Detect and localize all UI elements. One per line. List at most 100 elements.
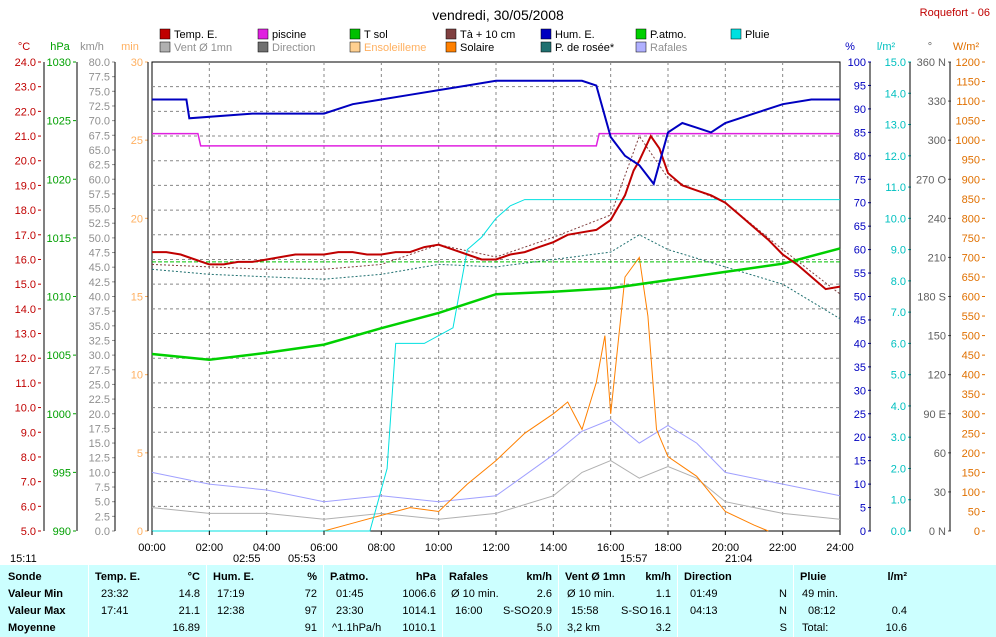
x-tick-label: 02:00 [196, 542, 224, 554]
cell: 20.9 [530, 605, 552, 617]
cell: S-SO [621, 605, 648, 617]
axis-tick-label: 10 [854, 479, 866, 491]
col-title: P.atmo. [330, 571, 369, 583]
axis-tick-label: 47.5 [89, 248, 110, 260]
axis-tick-label: 23.0 [15, 82, 36, 94]
axis-tick-label: 950 [962, 155, 980, 167]
axis-tick-label: 30.0 [89, 350, 110, 362]
axis-tick-label: 17.0 [15, 230, 36, 242]
axis-tick-label: 45.0 [89, 262, 110, 274]
axis-tick-label: 25.0 [89, 379, 110, 391]
axis-tick-label: 60 [934, 448, 946, 460]
axis-tick-label: 120 [928, 370, 946, 382]
legend-label: Solaire [460, 42, 494, 54]
legend-label: P.atmo. [650, 29, 687, 41]
legend: Temp. E. piscine T sol Tà + 10 cm Hum. E. P.a… [159, 28, 769, 54]
axis-tick-label: 1200 [956, 57, 980, 69]
axis-tick-label: 1015 [47, 233, 71, 245]
axis-tick-label: 1000 [956, 135, 980, 147]
axis-tick-label: 700 [962, 252, 980, 264]
cell: 1014.1 [402, 605, 436, 617]
col-temp: Temp. E. °C 23:32 14.8 17:41 21.1 16.89 [89, 565, 207, 637]
axis-tick-label: 22.0 [15, 106, 36, 118]
axis-tick-label: 350 [962, 389, 980, 401]
sun-time-label: 21:04 [725, 553, 753, 565]
cell: 91 [304, 622, 317, 634]
axis-tick-label: 5.0 [95, 497, 110, 509]
cell: 3.2 [655, 622, 671, 634]
axis-tick-label: 15.0 [885, 57, 906, 69]
axis-tick-label: 35 [854, 362, 866, 374]
legend-label: Tà + 10 cm [460, 29, 515, 41]
axis-tick-label: 16.0 [15, 254, 36, 266]
cell: 0.4 [891, 605, 907, 617]
cell: 16:00 [455, 605, 483, 617]
sun-time-label: 02:55 [233, 553, 261, 565]
cell: 72 [304, 588, 317, 600]
legend-label: Ensoleilleme [364, 42, 426, 54]
cell: 01:49 [690, 588, 718, 600]
axis-tick-label: 100 [962, 487, 980, 499]
cell: S-SO [503, 605, 530, 617]
axis-tick-label: 50 [968, 506, 980, 518]
sun-time-label: 15:57 [620, 553, 648, 565]
axis-tick-label: 12.0 [885, 151, 906, 163]
cell: 1006.6 [402, 588, 436, 600]
axis-tick-label: 52.5 [89, 218, 110, 230]
axis-tick-label: 18.0 [15, 205, 36, 217]
series-line-hum-e [152, 79, 840, 187]
axis-tick-label: 25 [131, 135, 143, 147]
axis-tick-label: 1010 [47, 292, 71, 304]
axis-tick-label: 37.5 [89, 306, 110, 318]
cell: 10.6 [885, 622, 907, 634]
axis-tick-label: 19.0 [15, 180, 36, 192]
x-tick-label: 20:00 [712, 542, 740, 554]
cell: Ø 10 min. [451, 588, 499, 600]
series-line-p-atmo [151, 247, 841, 362]
x-tick-label: 12:00 [482, 542, 510, 554]
axis-tick-label: 77.5 [89, 72, 110, 84]
axis-unit: °C [18, 41, 30, 53]
legend-swatch [635, 28, 647, 40]
axis-tick-label: 35.0 [89, 321, 110, 333]
legend-swatch [635, 41, 647, 53]
cell: 14.8 [178, 588, 200, 600]
legend-swatch [349, 41, 361, 53]
legend-swatch [540, 41, 552, 53]
axis-tick-label: 30 [934, 487, 946, 499]
axis-tick-label: 9.0 [891, 245, 906, 257]
axis-tick-label: 1100 [956, 96, 980, 108]
axis-tick-label: 750 [962, 233, 980, 245]
col-unit: km/h [526, 571, 552, 583]
cell: S [779, 622, 787, 634]
legend-label: P. de rosée* [555, 42, 615, 54]
axis-tick-label: 995 [53, 467, 71, 479]
axis-tick-label: 65 [854, 221, 866, 233]
axis-unit: % [845, 41, 855, 53]
series-line-rafales [151, 419, 841, 503]
axis-tick-label: 20.0 [89, 409, 110, 421]
axis-tick-label: 180 S [917, 292, 946, 304]
axis-tick-label: 20 [854, 432, 866, 444]
axis-tick-label: 0 [137, 526, 143, 538]
axis-tick-label: 67.5 [89, 130, 110, 142]
axis-tick-label: 13.0 [885, 120, 906, 132]
legend-swatch [445, 41, 457, 53]
axis-tick-label: 7.0 [891, 307, 906, 319]
axis-tick-label: 3.0 [891, 432, 906, 444]
legend-swatch [349, 28, 361, 40]
cell: 17:19 [217, 588, 245, 600]
axis-tick-label: 60.0 [89, 174, 110, 186]
legend-label: piscine [272, 29, 306, 41]
legend-label: Direction [272, 42, 315, 54]
axis-tick-label: 1000 [47, 409, 71, 421]
axis-tick-label: 11.0 [15, 378, 36, 390]
axis-unit: hPa [50, 41, 70, 53]
axis-unit: min [121, 41, 139, 53]
series-line-pluie [152, 199, 840, 532]
legend-label: Pluie [745, 29, 769, 41]
row-label: Moyenne [8, 622, 56, 634]
cell: 1.1 [655, 588, 671, 600]
series-line-p-de-ros-e [151, 234, 841, 320]
axis-tick-label: 20.0 [15, 156, 36, 168]
